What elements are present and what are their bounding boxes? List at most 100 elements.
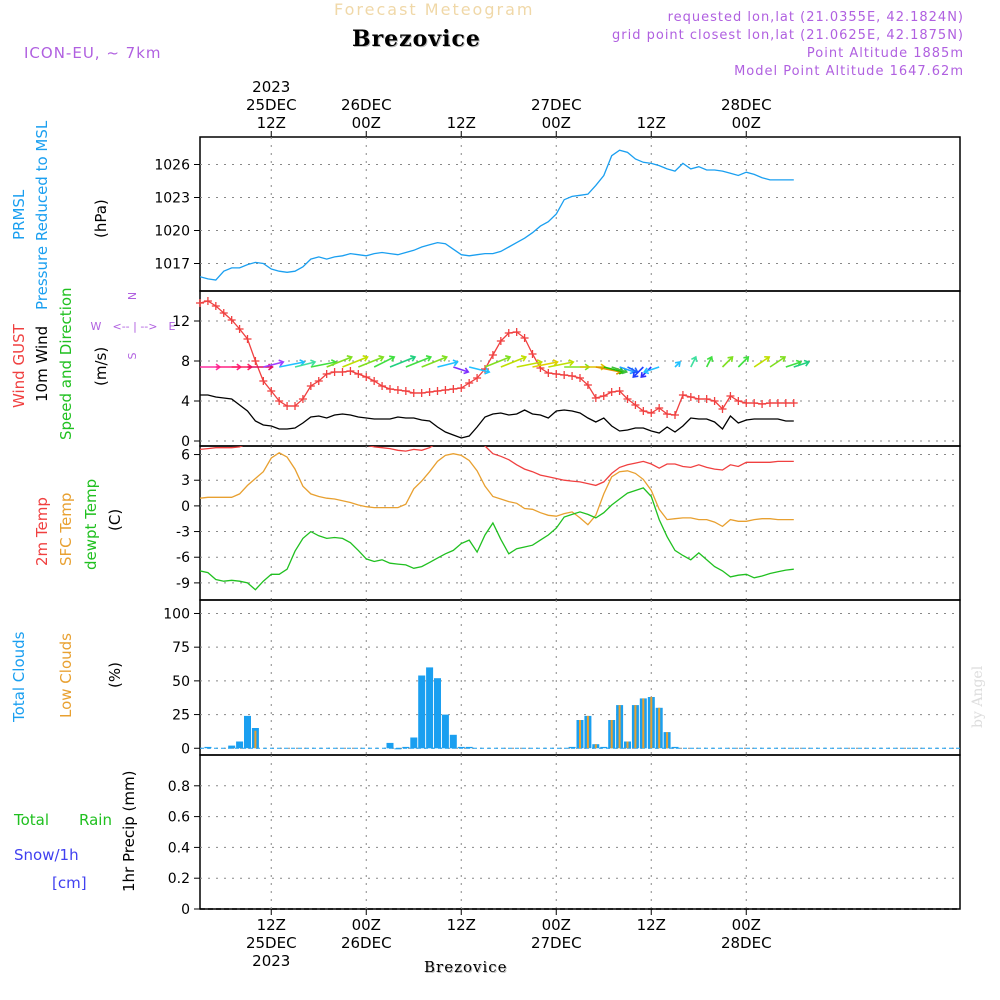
total-label: Total bbox=[13, 811, 49, 829]
wind-arrow-head bbox=[803, 359, 811, 367]
top-hour-label: 00Z bbox=[542, 114, 571, 132]
top-year-label: 2023 bbox=[252, 78, 290, 96]
wind-arrow-head bbox=[727, 356, 734, 363]
total-cloud-bar bbox=[394, 748, 402, 750]
wind-direction-arrow bbox=[358, 356, 384, 368]
temperature-series-line bbox=[200, 487, 794, 591]
wind-ytick-label: 4 bbox=[181, 394, 190, 410]
temperature-ytick-label: -6 bbox=[176, 550, 190, 566]
wind-arrow-head bbox=[425, 355, 433, 362]
wind-frame bbox=[199, 290, 961, 447]
temperature-frame bbox=[199, 445, 961, 601]
total-cloud-bar bbox=[418, 675, 426, 749]
wind-10m-label: 10m Wind bbox=[33, 326, 51, 402]
temperature-ytick-label: -9 bbox=[176, 576, 190, 592]
wind-arrow-head bbox=[568, 359, 575, 367]
wind-arrow-head bbox=[520, 355, 528, 362]
wind-direction-arrow bbox=[793, 361, 810, 368]
total-cloud-bar bbox=[671, 746, 679, 749]
total-cloud-bar bbox=[402, 746, 410, 749]
precip-ytick-label: 0.2 bbox=[168, 871, 190, 887]
low-cloud-bar bbox=[586, 715, 589, 749]
temperature-series-line bbox=[200, 446, 794, 487]
temperature-panel: -9 -6 -3 0 3 6 bbox=[176, 445, 961, 601]
total-cloud-bar bbox=[410, 737, 418, 749]
low-cloud-bar bbox=[626, 741, 629, 749]
wind-arrow-head bbox=[674, 361, 681, 368]
footer-station-name: Brezovice bbox=[424, 958, 508, 976]
wind-arrow-head bbox=[505, 355, 512, 362]
pressure-ytick-label: 1023 bbox=[154, 191, 190, 207]
point-altitude: Point Altitude 1885m bbox=[806, 46, 964, 61]
wind-direction-arrow bbox=[548, 361, 574, 368]
top-hour-label: 00Z bbox=[732, 114, 761, 132]
wind-direction-arrow bbox=[516, 361, 542, 368]
pressure-label: Pressure Reduced to MSL bbox=[33, 120, 51, 310]
low-cloud-bar bbox=[610, 720, 613, 749]
wind-direction-arrow bbox=[769, 356, 786, 368]
temperature-series-line bbox=[200, 452, 794, 528]
bottom-hour-label: 12Z bbox=[447, 916, 476, 934]
top-date-label: 27DEC bbox=[531, 96, 582, 114]
total-cloud-bar bbox=[426, 667, 434, 749]
precip-ytick-label: 0 bbox=[181, 902, 190, 918]
wind-arrow-head bbox=[452, 359, 459, 367]
gridpoint-coordinates: grid point closest lon,lat (21.0625E, 42… bbox=[612, 28, 964, 43]
wind-arrow-head bbox=[441, 355, 448, 362]
prmsl-label: PRMSL bbox=[10, 189, 28, 240]
wind-direction-arrow bbox=[468, 366, 490, 373]
low-cloud-bar bbox=[579, 720, 581, 749]
wind-arrow-head bbox=[691, 355, 698, 363]
bottom-hour-label: 12Z bbox=[257, 916, 286, 934]
clouds-unit-label: (%) bbox=[106, 662, 124, 688]
temperature-ytick-label: 6 bbox=[181, 448, 190, 464]
wind-arrow-head bbox=[346, 355, 353, 362]
low-cloud-bar bbox=[666, 732, 669, 749]
station-name: Brezovice bbox=[352, 26, 481, 52]
pressure-unit-label: (hPa) bbox=[92, 199, 110, 238]
compass-n: N bbox=[126, 292, 139, 300]
total-cloud-bar bbox=[457, 746, 465, 749]
top-date-label: 26DEC bbox=[341, 96, 392, 114]
clouds-ytick-label: 0 bbox=[181, 741, 190, 757]
bottom-date-label: 25DEC bbox=[246, 934, 297, 952]
wind-speed-direction-label: Speed and Direction bbox=[57, 287, 75, 440]
precip-ytick-label: 0.8 bbox=[168, 779, 190, 795]
wind-arrow-head bbox=[278, 359, 285, 367]
wind-direction-arrow bbox=[619, 366, 635, 373]
total-cloud-bar bbox=[568, 746, 576, 749]
bottom-date-label: 26DEC bbox=[341, 934, 392, 952]
wind-direction-arrow bbox=[785, 361, 802, 368]
total-cloud-bar bbox=[441, 714, 449, 749]
wind-ytick-label: 8 bbox=[181, 354, 190, 370]
low-cloud-bar bbox=[658, 707, 661, 749]
meteogram-title: Forecast Meteogram bbox=[334, 0, 535, 19]
compass-arrows: <-- | --> bbox=[112, 320, 157, 333]
compass-s: S bbox=[126, 352, 139, 359]
wind-arrow-head bbox=[764, 356, 771, 362]
wind-direction-arrow bbox=[721, 356, 734, 368]
pressure-ytick-label: 1020 bbox=[154, 224, 190, 240]
wind-direction-arrow bbox=[595, 366, 621, 373]
wind-direction-arrow bbox=[294, 361, 316, 368]
wind-direction-arrow bbox=[437, 361, 458, 368]
snow-label: Snow/1h bbox=[14, 846, 79, 864]
wind-unit-label: (m/s) bbox=[92, 347, 110, 386]
wind-direction-arrow bbox=[611, 366, 627, 373]
compass-e: E bbox=[169, 320, 176, 333]
wind-arrow-head bbox=[410, 355, 417, 362]
bottom-hour-label: 12Z bbox=[637, 916, 666, 934]
wind-arrow-head bbox=[389, 355, 396, 362]
precip-ytick-label: 0.6 bbox=[168, 810, 190, 826]
wind-direction-arrow bbox=[690, 356, 697, 368]
temperature-ytick-label: -3 bbox=[176, 525, 190, 541]
compass-w: W bbox=[91, 320, 102, 333]
wind-direction-arrow bbox=[373, 356, 395, 368]
wind-arrow-head bbox=[536, 359, 544, 367]
wind-direction-arrow bbox=[263, 361, 284, 368]
wind-arrow-head bbox=[310, 359, 317, 367]
bottom-date-label: 28DEC bbox=[721, 934, 772, 952]
pressure-panel: 1017 1020 1023 1026 bbox=[154, 136, 961, 292]
model-name: ICON-EU, ~ 7km bbox=[24, 44, 162, 62]
